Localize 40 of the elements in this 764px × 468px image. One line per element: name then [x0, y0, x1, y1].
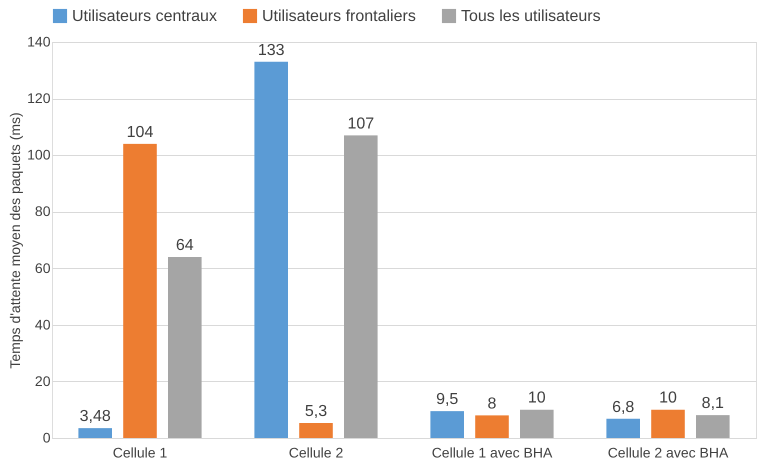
data-label: 8,1 [702, 395, 724, 412]
bar [344, 135, 378, 438]
y-tick-label: 60 [34, 260, 51, 276]
data-label: 9,5 [436, 391, 458, 408]
bar [606, 418, 640, 438]
bar [651, 410, 685, 438]
data-label: 3,48 [80, 408, 111, 426]
data-label: 10 [659, 390, 677, 407]
x-tick-label: Cellule 1 avec BHA [432, 444, 553, 460]
data-label: 10 [528, 390, 546, 407]
data-label: 8 [488, 395, 497, 412]
x-tick-label: Cellule 1 [112, 444, 168, 460]
data-label: 107 [347, 115, 374, 132]
bar [254, 62, 288, 438]
y-tick-label: 0 [42, 430, 51, 446]
y-tick-label: 120 [27, 90, 51, 106]
bar [123, 144, 157, 438]
y-tick-label: 140 [27, 34, 51, 50]
y-tick-label: 20 [34, 372, 51, 389]
bar [520, 410, 554, 438]
bar [299, 423, 333, 438]
bar [430, 411, 464, 438]
x-tick-label: Cellule 2 avec BHA [608, 444, 729, 460]
bar [696, 415, 730, 438]
bar [475, 415, 509, 438]
y-tick-label: 40 [34, 316, 51, 332]
data-label: 6,8 [612, 398, 634, 416]
x-tick-label: Cellule 2 [288, 444, 344, 460]
legend-label: Utilisateurs frontaliers [262, 8, 416, 25]
legend-label: Utilisateurs centraux [72, 8, 217, 25]
legend-label: Tous les utilisateurs [461, 8, 601, 25]
bar [168, 256, 202, 438]
y-axis-title: Temps d'attente moyen des paquets (ms) [7, 112, 24, 369]
y-tick-label: 100 [27, 146, 51, 163]
data-label: 5,3 [304, 403, 328, 420]
bar [78, 428, 112, 438]
data-label: 133 [258, 42, 285, 59]
data-label: 104 [126, 124, 154, 141]
y-tick-label: 80 [34, 203, 51, 220]
data-label: 64 [176, 236, 194, 254]
